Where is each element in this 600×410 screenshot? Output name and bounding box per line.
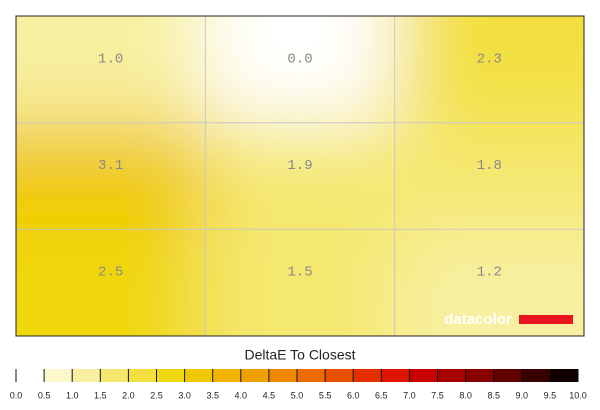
logo: datacolor	[444, 311, 512, 328]
colorbar-tick-label: 0.0	[10, 390, 23, 400]
cell-label: 1.2	[477, 265, 502, 281]
colorbar-tick-label: 2.0	[122, 390, 135, 400]
colorbar-tick-label: 1.5	[94, 390, 107, 400]
colorbar-tick-label: 5.5	[319, 390, 332, 400]
colorbar-tick-label: 9.0	[516, 390, 529, 400]
colorbar-tick-label: 10.0	[569, 390, 587, 400]
colorbar-segment	[381, 369, 410, 382]
colorbar-segment	[240, 369, 269, 382]
colorbar-segment	[100, 369, 129, 382]
colorbar-segment	[437, 369, 466, 382]
colorbar-tick-label: 9.5	[544, 390, 557, 400]
colorbar-segment	[128, 369, 157, 382]
colorbar-tick-label: 2.5	[150, 390, 163, 400]
colorbar-segment	[16, 369, 45, 382]
colorbar-segment	[409, 369, 438, 382]
colorbar-segment	[44, 369, 73, 382]
cell-label: 2.3	[477, 51, 502, 67]
colorbar-segment	[297, 369, 326, 382]
cell-label: 1.5	[287, 265, 312, 281]
cell-label: 1.8	[477, 158, 502, 174]
cell-label: 1.9	[287, 158, 312, 174]
plot-frame	[15, 15, 585, 337]
colorbar-tick-label: 3.5	[206, 390, 219, 400]
colorbar-tick-label: 6.0	[347, 390, 360, 400]
colorbar-tick-label: 4.5	[263, 390, 276, 400]
colorbar-tick-label: 8.0	[459, 390, 472, 400]
cell-label: 1.0	[98, 51, 123, 67]
colorbar-segment	[521, 369, 550, 382]
colorbar-segment	[156, 369, 185, 382]
colorbar-segment	[72, 369, 101, 382]
colorbar-tick-label: 3.0	[178, 390, 191, 400]
colorbar-tick-label: 1.0	[66, 390, 79, 400]
colorbar-segment	[493, 369, 522, 382]
heat-cell	[394, 122, 584, 230]
heat-cell	[394, 16, 584, 123]
heat-cell	[16, 122, 206, 230]
cell-label: 0.0	[287, 51, 312, 67]
logo-bar	[519, 315, 573, 324]
colorbar-segment	[212, 369, 241, 382]
colorbar-title: DeltaE To Closest	[244, 347, 355, 363]
colorbar-segment	[268, 369, 297, 382]
grid	[16, 16, 584, 336]
colorbar-tick-label: 7.0	[403, 390, 416, 400]
cell-label: 3.1	[98, 158, 123, 174]
colorbar-tick-label: 6.5	[375, 390, 388, 400]
colorbar-tick-label: 4.0	[235, 390, 248, 400]
colorbar-tick-label: 7.5	[431, 390, 444, 400]
cell-label: 2.5	[98, 265, 123, 281]
heat-cell	[16, 16, 206, 123]
heat-cell	[205, 16, 395, 123]
colorbar-segment	[353, 369, 382, 382]
heat-cell	[16, 229, 206, 336]
heat-cell	[205, 229, 395, 336]
colorbar-tick-label: 8.5	[487, 390, 500, 400]
heat-cell	[205, 122, 395, 230]
colorbar-segment	[184, 369, 213, 382]
colorbar-tick-label: 5.0	[291, 390, 304, 400]
colorbar-tick-label: 0.5	[38, 390, 51, 400]
colorbar-segment	[549, 369, 578, 382]
colorbar-segment	[465, 369, 494, 382]
colorbar-segment	[325, 369, 354, 382]
